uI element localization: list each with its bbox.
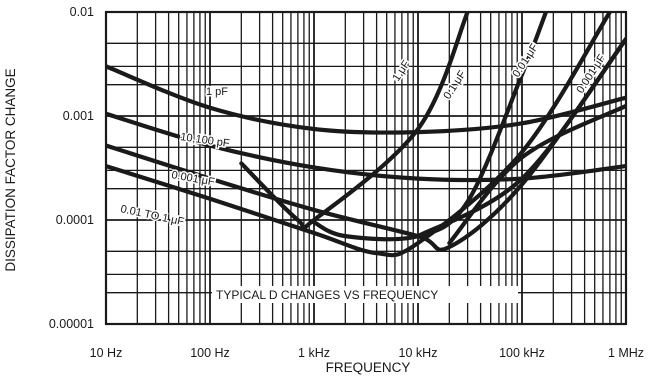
series-line-3 xyxy=(106,12,612,258)
x-tick-label: 100 Hz xyxy=(190,346,230,360)
curve-label: 0.01 TO 1 μF xyxy=(119,203,185,228)
series-line-0 xyxy=(106,64,626,135)
x-axis-title: FREQUENCY xyxy=(326,360,411,375)
series-line-4 xyxy=(239,12,470,232)
series-line-7 xyxy=(415,36,626,239)
x-tick-label: 100 kHz xyxy=(499,346,545,360)
grid xyxy=(104,10,628,326)
curve-label: 1 μF xyxy=(390,58,412,83)
series-line-1 xyxy=(106,111,626,183)
annotation-text: TYPICAL D CHANGES VS FREQUENCY xyxy=(216,288,438,302)
annotation-background xyxy=(212,286,518,303)
tick-labels: 10 Hz 100 Hz 1 kHz 10 kHz 100 kHz 1 MHz 0.01 0.… xyxy=(49,5,644,360)
y-tick-label: 0.01 xyxy=(70,5,94,19)
y-tick-label: 0.00001 xyxy=(49,317,94,331)
curves xyxy=(106,12,626,258)
curve-label: 0.001 μF xyxy=(170,169,215,188)
x-tick-label: 1 MHz xyxy=(608,346,644,360)
curve-label: 0.01 μF xyxy=(510,41,541,79)
plot-frame xyxy=(104,10,628,326)
curve-label: 1 pF xyxy=(206,86,228,98)
x-tick-label: 10 kHz xyxy=(399,346,438,360)
x-tick-label: 10 Hz xyxy=(90,346,123,360)
y-tick-label: 0.0001 xyxy=(56,213,94,227)
y-tick-label: 0.001 xyxy=(63,109,94,123)
x-tick-label: 1 kHz xyxy=(298,346,330,360)
annotation-group: TYPICAL D CHANGES VS FREQUENCY xyxy=(212,286,518,303)
series-line-6 xyxy=(447,103,626,246)
y-axis-title: DISSIPATION FACTOR CHANGE xyxy=(3,68,18,271)
